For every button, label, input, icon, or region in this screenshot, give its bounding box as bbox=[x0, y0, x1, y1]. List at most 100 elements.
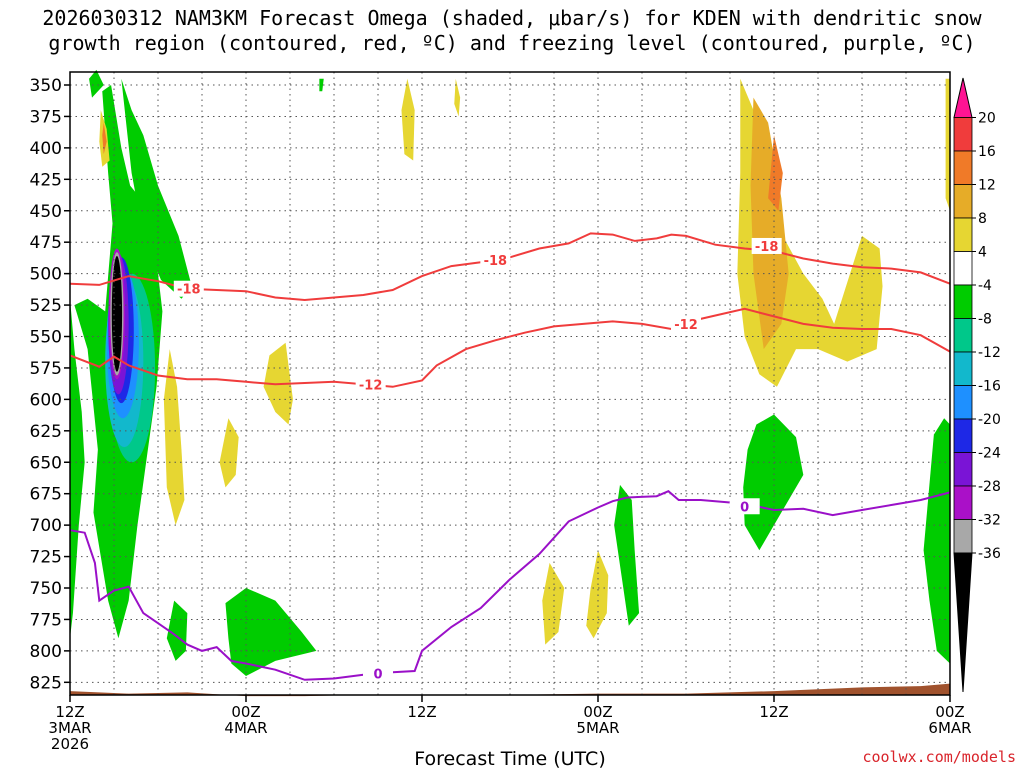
omega-green-right bbox=[923, 418, 950, 664]
colorbar-label-6: -8 bbox=[978, 312, 992, 328]
colorbar-bin-12 bbox=[953, 485, 973, 520]
colorbar-top-arrow bbox=[953, 77, 973, 118]
colorbar-bin-5 bbox=[953, 251, 973, 286]
colorbar-label-2: 12 bbox=[978, 178, 996, 194]
y-tick-label-425: 425 bbox=[30, 170, 62, 190]
y-tick-label-725: 725 bbox=[30, 548, 62, 568]
dgz-top-line bbox=[69, 232, 951, 302]
y-tick-label-775: 775 bbox=[30, 610, 62, 630]
y-tick-label-800: 800 bbox=[30, 642, 62, 662]
dgz-top-label-bg-1 bbox=[480, 251, 511, 268]
dgz-top-label-bg-0 bbox=[173, 280, 204, 297]
omega-yellow-g bbox=[454, 78, 461, 117]
colorbar-label-13: -36 bbox=[978, 546, 1001, 562]
y-tick-label-500: 500 bbox=[30, 265, 62, 285]
y-tick-label-550: 550 bbox=[30, 328, 62, 348]
x-tick-label-3-1: 00Z bbox=[583, 703, 612, 721]
colorbar-bin-13 bbox=[953, 519, 973, 554]
y-tick-label-450: 450 bbox=[30, 202, 62, 222]
y-tick-label-375: 375 bbox=[30, 107, 62, 127]
omega-green-12z bbox=[743, 414, 804, 551]
y-tick-label-700: 700 bbox=[30, 516, 62, 536]
y-tick-label-600: 600 bbox=[30, 390, 62, 410]
dgz-top-label-1: -18 bbox=[484, 254, 508, 269]
dgz-top-label-2: -18 bbox=[755, 240, 779, 255]
y-tick-label-400: 400 bbox=[30, 139, 62, 159]
colorbar-label-10: -24 bbox=[978, 446, 1001, 462]
colorbar-bin-7 bbox=[953, 318, 973, 353]
colorbar-bin-11 bbox=[953, 452, 973, 487]
omega-green-small bbox=[166, 600, 188, 661]
freezing-level-label-0: 0 bbox=[373, 668, 382, 683]
omega-green-5mar bbox=[614, 484, 640, 626]
freezing-level-label-1: 0 bbox=[740, 500, 749, 515]
colorbar-label-8: -16 bbox=[978, 379, 1001, 395]
x-tick-label-1-2: 4MAR bbox=[224, 719, 267, 737]
chart-title-line1: 2026030312 NAM3KM Forecast Omega (shaded… bbox=[42, 6, 982, 30]
y-axis-ticks: 350 375 400 425 450 475 500 525 550 575 600 625 650 6… bbox=[30, 76, 70, 693]
colorbar-label-11: -28 bbox=[978, 479, 1001, 495]
x-tick-label-0-3: 2026 bbox=[51, 735, 89, 753]
omega-orange-topleft bbox=[102, 122, 107, 155]
colorbar-label-4: 4 bbox=[978, 245, 987, 261]
colorbar-label-5: -4 bbox=[978, 278, 992, 294]
colorbar-label-7: -12 bbox=[978, 345, 1001, 361]
y-tick-label-625: 625 bbox=[30, 422, 62, 442]
dgz-bottom-line bbox=[69, 307, 951, 388]
dgz-top-label-0: -18 bbox=[177, 283, 201, 298]
y-tick-label-675: 675 bbox=[30, 485, 62, 505]
x-tick-label-1-1: 00Z bbox=[231, 703, 260, 721]
colorbar-bin-2 bbox=[953, 150, 973, 185]
y-tick-label-475: 475 bbox=[30, 233, 62, 253]
x-tick-label-2-1: 12Z bbox=[407, 703, 436, 721]
x-tick-label-4-1: 12Z bbox=[759, 703, 788, 721]
omega-orange bbox=[768, 135, 783, 211]
colorbar-label-9: -20 bbox=[978, 412, 1001, 428]
omega-green-upper bbox=[121, 78, 192, 299]
dgz-bottom-label-bg-1 bbox=[671, 315, 701, 332]
terrain-fill bbox=[70, 683, 950, 697]
colorbar-label-12: -32 bbox=[978, 513, 1001, 529]
y-tick-label-825: 825 bbox=[30, 673, 62, 693]
colorbar-bin-6 bbox=[953, 284, 973, 319]
omega-green-mid bbox=[225, 588, 317, 677]
omega-green-top bbox=[89, 69, 104, 98]
y-tick-label-525: 525 bbox=[30, 296, 62, 316]
dgz-top-label-bg-2 bbox=[751, 237, 782, 254]
x-axis-label: Forecast Time (UTC) bbox=[414, 748, 605, 768]
colorbar-label-3: 8 bbox=[978, 211, 987, 227]
x-tick-label-0-2: 3MAR bbox=[48, 719, 91, 737]
y-tick-label-575: 575 bbox=[30, 359, 62, 379]
colorbar-bin-4 bbox=[953, 217, 973, 252]
freezing-level-label-bg-0 bbox=[363, 665, 393, 682]
colorbar-bin-9 bbox=[953, 385, 973, 420]
freezing-level-line bbox=[69, 490, 951, 681]
y-tick-label-350: 350 bbox=[30, 76, 62, 96]
omega-yellow-a bbox=[163, 349, 185, 526]
omega-yellow-h bbox=[945, 78, 950, 211]
x-tick-label-5-1: 00Z bbox=[935, 703, 964, 721]
colorbar-label-1: 16 bbox=[978, 144, 996, 160]
colorbar-label-0: 20 bbox=[978, 111, 996, 127]
omega-green-left bbox=[70, 298, 85, 639]
y-tick-label-650: 650 bbox=[30, 453, 62, 473]
x-tick-label-5-2: 6MAR bbox=[928, 719, 971, 737]
colorbar-bin-10 bbox=[953, 418, 973, 453]
colorbar-bin-1 bbox=[953, 117, 973, 152]
dgz-bottom-label-1: -12 bbox=[674, 318, 698, 333]
omega-green-dot bbox=[319, 78, 324, 92]
dgz-bottom-label-0: -12 bbox=[359, 378, 383, 393]
x-tick-label-3-2: 5MAR bbox=[576, 719, 619, 737]
y-tick-label-750: 750 bbox=[30, 579, 62, 599]
colorbar-bottom-arrow bbox=[953, 552, 973, 693]
temperature-contours: -18 -18 -18 -12 -12 0 0 bbox=[69, 232, 951, 683]
plot-frame bbox=[69, 71, 951, 696]
omega-amber bbox=[750, 97, 789, 350]
site-credit: coolwx.com/models bbox=[862, 748, 1016, 766]
colorbar-bin-8 bbox=[953, 351, 973, 386]
omega-yellow-b bbox=[219, 418, 239, 488]
colorbar-bin-3 bbox=[953, 184, 973, 219]
terrain-layer bbox=[70, 683, 950, 697]
